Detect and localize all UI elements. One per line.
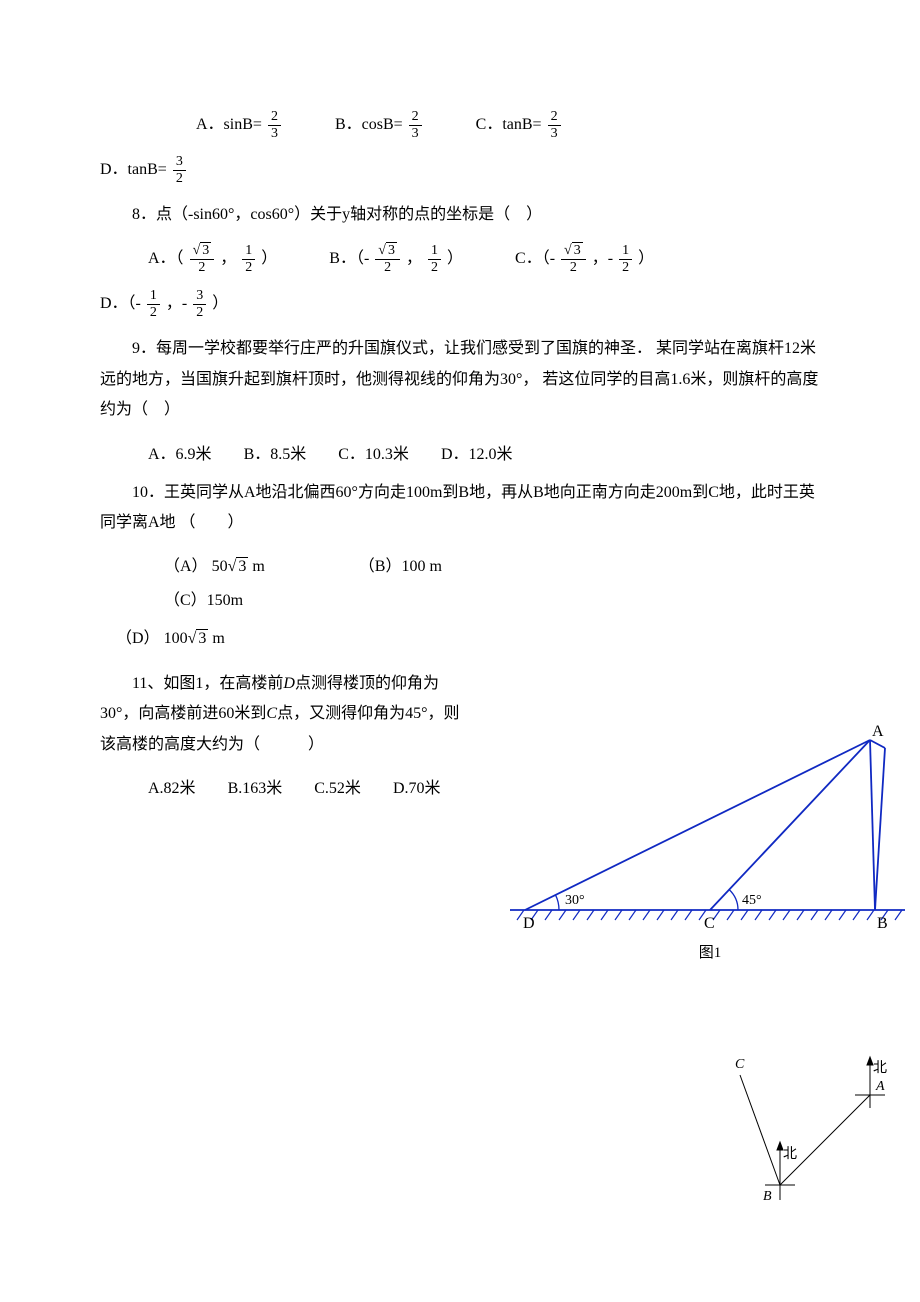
q10-option-d: （D） 100√3 m xyxy=(116,624,820,654)
svg-text:C: C xyxy=(704,915,715,930)
q8-option-b: B．（- √32 ， 12 ） xyxy=(329,244,463,275)
q9-stem: 9．每周一学校都要举行庄严的升国旗仪式，让我们感受到了国旗的神圣． 某同学站在离… xyxy=(100,334,820,425)
svg-text:30°: 30° xyxy=(565,893,585,908)
q7-b-frac: 2 3 xyxy=(409,110,422,141)
q10-options-row1: （A） 50√3 m （B）100 m xyxy=(100,552,820,576)
figure-2-svg: C A B 北 北 xyxy=(725,1050,890,1220)
q7-option-a: A．sinB= 2 3 xyxy=(196,110,283,141)
fig2-north-b: 北 xyxy=(783,1146,797,1162)
fig2-label-c: C xyxy=(735,1057,745,1072)
q10-option-c: （C）150m xyxy=(164,586,243,610)
q10-option-b: （B）100 m xyxy=(359,552,442,576)
q9-option-d: D．12.0米 xyxy=(441,440,513,464)
svg-text:D: D xyxy=(523,915,535,930)
q9-option-c: C．10.3米 xyxy=(338,440,409,464)
q7-d-frac: 3 2 xyxy=(173,155,186,186)
q10-options-row2: （C）150m xyxy=(100,586,820,610)
q11-option-b: B.163米 xyxy=(228,774,283,798)
svg-text:A: A xyxy=(872,723,884,740)
q8-option-a: A．（ √32 ， 12 ） xyxy=(148,244,277,275)
q10-stem: 10．王英同学从A地沿北偏西60°方向走100m到B地，再从B地向正南方向走20… xyxy=(100,478,820,539)
fig2-label-a: A xyxy=(875,1079,885,1094)
q9-option-a: A．6.9米 xyxy=(148,440,212,464)
q7-option-d: D．tanB= 3 2 xyxy=(100,155,820,186)
figure-1: A B C D 30° 45° 图1 xyxy=(510,720,910,962)
q9-option-b: B．8.5米 xyxy=(244,440,307,464)
svg-text:45°: 45° xyxy=(742,893,762,908)
figure-2: C A B 北 北 xyxy=(725,1050,890,1225)
q7-c-frac: 2 3 xyxy=(548,110,561,141)
q7-option-c: C．tanB= 2 3 xyxy=(476,110,563,141)
q7-d-prefix: D．tanB= xyxy=(100,161,167,178)
fig2-label-b: B xyxy=(763,1189,772,1204)
q11-option-c: C.52米 xyxy=(314,774,361,798)
q7-a-prefix: A．sinB= xyxy=(196,116,262,133)
q10-option-a: （A） 50√3 m xyxy=(164,552,265,576)
q11-option-d: D.70米 xyxy=(393,774,441,798)
figure-1-svg: A B C D 30° 45° xyxy=(510,720,910,930)
q7-option-b: B．cosB= 2 3 xyxy=(335,110,424,141)
figure-1-caption: 图1 xyxy=(510,941,910,962)
svg-text:B: B xyxy=(877,915,888,930)
q8-option-d: D．（- 12 ，- 32 ） xyxy=(100,289,820,320)
q11-option-a: A.82米 xyxy=(148,774,196,798)
fig2-north-a: 北 xyxy=(873,1060,887,1076)
q7-a-frac: 2 3 xyxy=(268,110,281,141)
q7-options: A．sinB= 2 3 B．cosB= 2 3 C．tanB= 2 3 xyxy=(100,110,820,141)
q7-b-prefix: B．cosB= xyxy=(335,116,403,133)
q8-stem: 8．点（-sin60°，cos60°）关于y轴对称的点的坐标是（ ） xyxy=(100,200,820,230)
q8-options-row1: A．（ √32 ， 12 ） B．（- √32 ， 12 ） C．（- √32 … xyxy=(100,244,820,275)
q7-c-prefix: C．tanB= xyxy=(476,116,542,133)
q9-options: A．6.9米 B．8.5米 C．10.3米 D．12.0米 xyxy=(100,440,820,464)
q8-option-c: C．（- √32 ，- 12 ） xyxy=(515,244,654,275)
